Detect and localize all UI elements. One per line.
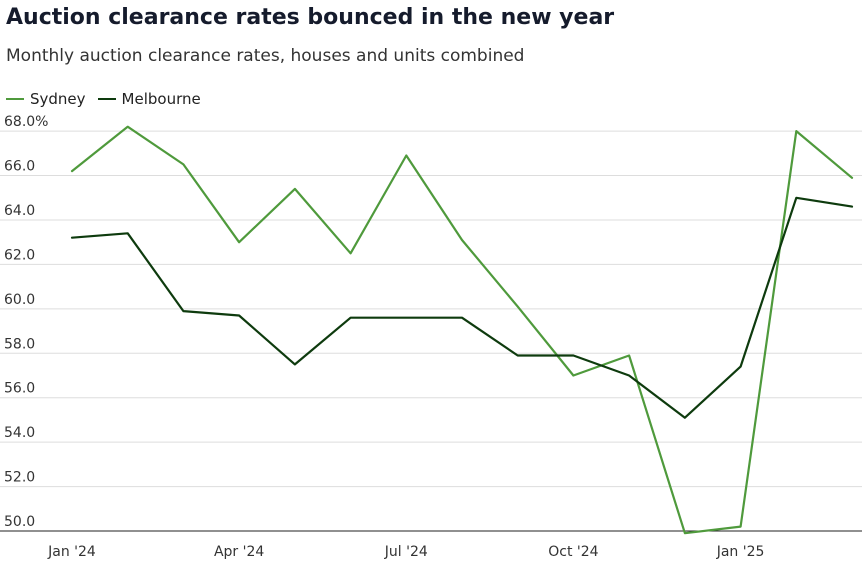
x-tick-label: Apr '24 <box>214 544 264 560</box>
y-tick-label: 54.0 <box>4 425 35 441</box>
y-tick-label: 62.0 <box>4 247 35 263</box>
x-tick-label: Jan '24 <box>47 544 96 560</box>
x-tick-label: Oct '24 <box>548 544 598 560</box>
series-line-melbourne <box>70 196 854 419</box>
y-tick-label: 60.0 <box>4 292 35 308</box>
legend-label-sydney: Sydney <box>30 90 86 108</box>
chart-subtitle: Monthly auction clearance rates, houses … <box>6 46 525 66</box>
x-tick-label: Jan '25 <box>716 544 765 560</box>
legend-item-sydney: Sydney <box>6 90 86 108</box>
y-tick-label: 52.0 <box>4 470 35 486</box>
x-tick-label: Jul '24 <box>384 544 428 560</box>
y-tick-label: 66.0 <box>4 159 35 175</box>
legend-label-melbourne: Melbourne <box>121 90 201 108</box>
series-line-sydney <box>70 125 854 535</box>
y-tick-label: 68.0% <box>4 114 48 130</box>
y-tick-label: 58.0 <box>4 336 35 352</box>
legend-item-melbourne: Melbourne <box>97 90 201 108</box>
y-tick-label: 56.0 <box>4 381 35 397</box>
y-tick-label: 64.0 <box>4 203 35 219</box>
y-tick-label: 50.0 <box>4 514 35 530</box>
legend-swatch-sydney <box>6 98 24 100</box>
chart-title: Auction clearance rates bounced in the n… <box>6 5 615 30</box>
legend-swatch-melbourne <box>97 98 116 100</box>
chart-legend: Sydney Melbourne <box>6 90 213 108</box>
